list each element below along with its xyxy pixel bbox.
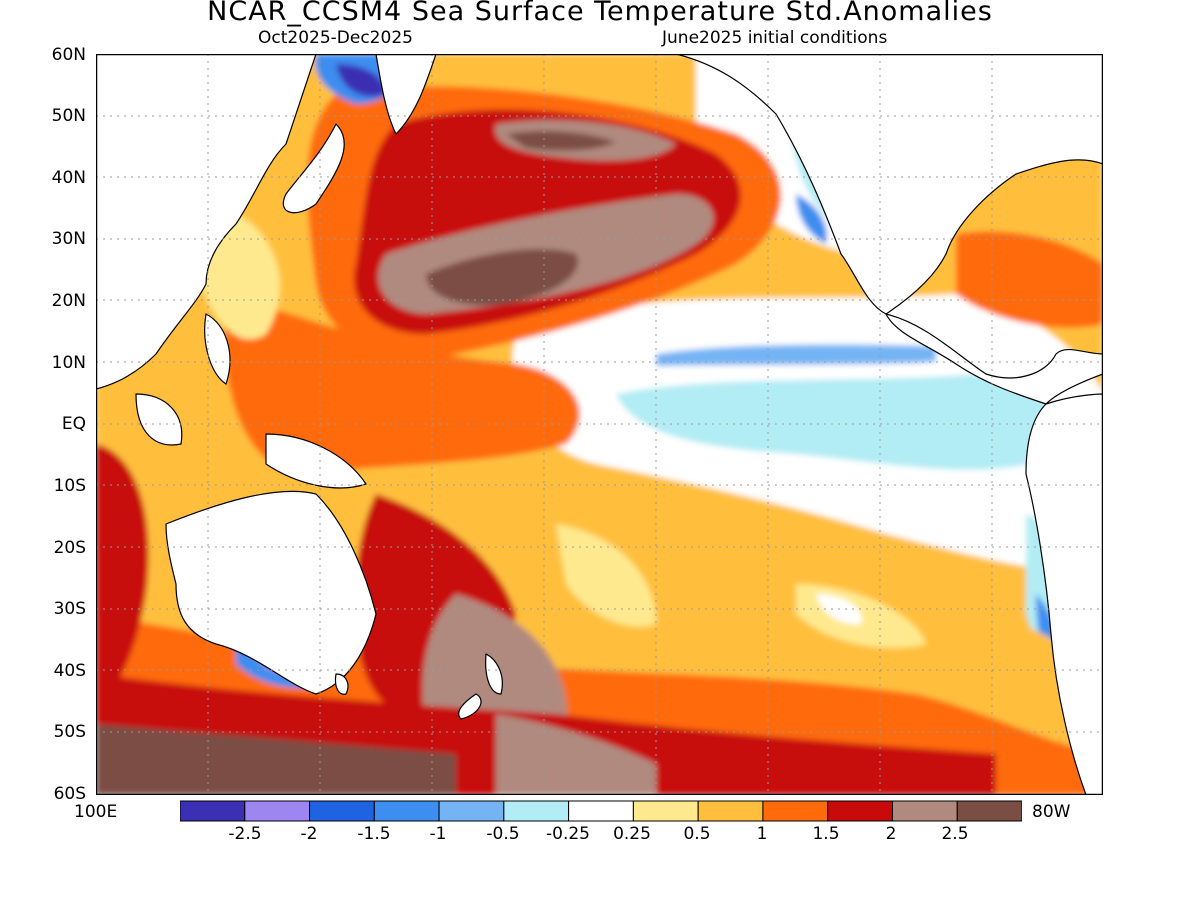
forecast-period: Oct2025-Dec2025 — [258, 28, 413, 48]
lat-label-60n: 60N — [51, 45, 86, 65]
land-australia — [165, 490, 377, 695]
map-frame — [96, 54, 1103, 795]
land-borneo — [135, 393, 183, 446]
chart-title: NCAR_CCSM4 Sea Surface Temperature Std.A… — [207, 0, 993, 27]
gridlines — [96, 54, 1103, 795]
lat-label-20s: 20S — [53, 538, 86, 558]
lat-label-50s: 50S — [53, 722, 86, 742]
land-new-zealand-south — [458, 693, 482, 720]
anomaly-east-pacific-cool — [616, 374, 1062, 470]
lat-label-40n: 40N — [51, 168, 86, 188]
colorbar-label-neg1: -1 — [429, 824, 447, 844]
land-tasmania — [334, 673, 349, 695]
land-mexico-central-america — [885, 313, 1103, 405]
colorbar-label-neg1-5: -1.5 — [357, 824, 391, 844]
colorbar-label-0-25: 0.25 — [613, 824, 651, 844]
colorbar-label-0-5: 0.5 — [683, 824, 711, 844]
colorbar-label-neg2-5: -2.5 — [228, 824, 262, 844]
land-philippines — [204, 313, 231, 385]
colorbar — [180, 800, 1022, 822]
lon-label-left: 100E — [74, 802, 118, 822]
colorbar-swatch — [180, 800, 246, 822]
colorbar-label-1-5: 1.5 — [812, 824, 840, 844]
initial-conditions: June2025 initial conditions — [662, 28, 888, 48]
colorbar-swatch — [827, 800, 893, 822]
anomaly-southern-ocean-extreme — [96, 724, 456, 795]
colorbar-label-neg0-25: -0.25 — [546, 824, 590, 844]
lat-label-50n: 50N — [51, 106, 86, 126]
land-kamchatka — [375, 54, 437, 135]
lat-label-10n: 10N — [51, 353, 86, 373]
lat-label-30s: 30S — [53, 599, 86, 619]
anomaly-south-central-pacific-mild — [556, 524, 656, 627]
colorbar-swatch — [373, 800, 440, 822]
colorbar-label-2: 2 — [885, 824, 897, 844]
colorbar-swatch — [568, 800, 634, 822]
lon-label-right: 80W — [1032, 802, 1071, 822]
colorbar-swatch — [309, 800, 375, 822]
anomaly-kuroshio-peak — [506, 131, 616, 151]
colorbar-swatch — [632, 800, 699, 822]
land-japan — [282, 123, 345, 214]
anomaly-west-pacific-warm — [224, 294, 580, 474]
lat-label-30n: 30N — [51, 229, 86, 249]
land-new-guinea — [265, 433, 367, 489]
colorbar-swatch — [956, 800, 1022, 822]
lat-label-20n: 20N — [51, 291, 86, 311]
land-new-zealand-north — [485, 653, 503, 695]
anomaly-pacific-cool-band — [656, 344, 936, 366]
lat-label-60s: 60S — [53, 784, 86, 804]
anomaly-gulf-of-mexico-warm — [956, 231, 1103, 328]
colorbar-label-1: 1 — [756, 824, 768, 844]
colorbar-label-neg2: -2 — [300, 824, 318, 844]
colorbar-swatch — [697, 800, 764, 822]
colorbar-label-2-5: 2.5 — [941, 824, 969, 844]
anomaly-indian-ocean-hot — [96, 444, 149, 704]
lat-label-40s: 40S — [53, 661, 86, 681]
anomaly-california-cooler — [796, 194, 827, 244]
anomaly-southern-ocean-extreme-east — [496, 714, 656, 795]
lat-label-eq: EQ — [61, 414, 86, 434]
land-asia — [96, 54, 317, 390]
colorbar-label-neg0-5: -0.5 — [486, 824, 520, 844]
colorbar-swatch — [503, 800, 570, 822]
sst-anomaly-map — [96, 54, 1103, 795]
anomaly-okhotsk-coldest — [336, 64, 386, 97]
colorbar-swatch — [891, 800, 958, 822]
lat-label-10s: 10S — [53, 476, 86, 496]
colorbar-swatch — [438, 800, 505, 822]
anomaly-north-pacific-peak — [426, 249, 578, 306]
colorbar-swatch — [244, 800, 311, 822]
colorbar-swatch — [762, 800, 829, 822]
